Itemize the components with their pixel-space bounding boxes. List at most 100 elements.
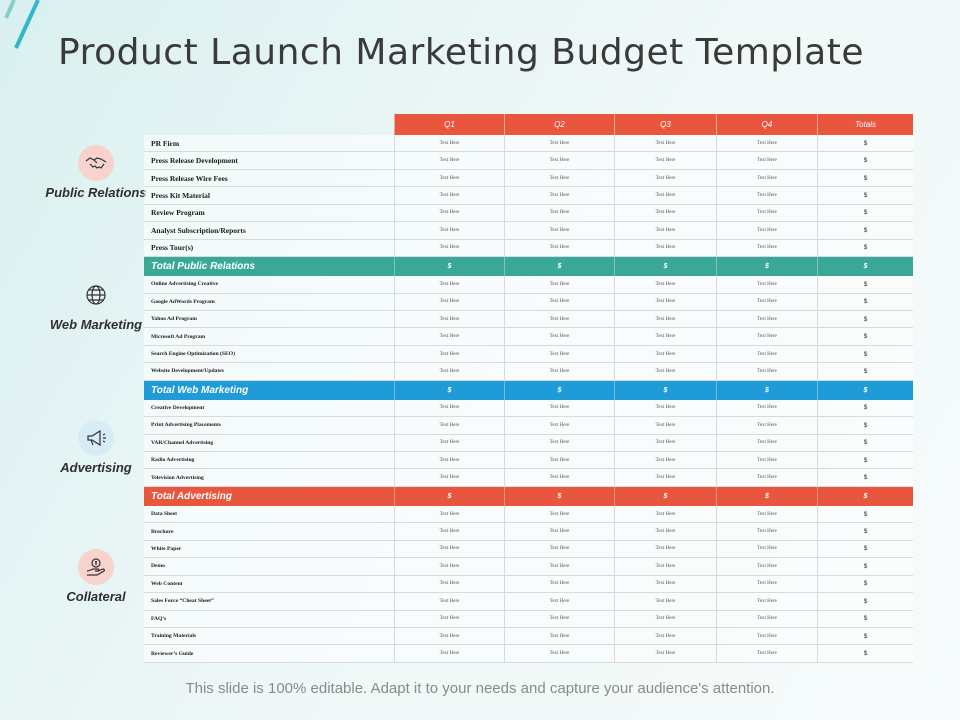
placeholder-cell: Text Here (614, 169, 716, 188)
total-row-value: $ (504, 380, 614, 400)
row-label: Review Program (144, 204, 394, 223)
row-label: Online Advertising Creative (144, 276, 394, 294)
placeholder-cell: Text Here (504, 610, 614, 628)
total-cell: $ (817, 328, 913, 346)
total-cell: $ (817, 363, 913, 381)
placeholder-cell: Text Here (394, 558, 504, 576)
total-row-label: Total Web Marketing (144, 380, 394, 400)
placeholder-cell: Text Here (394, 187, 504, 205)
placeholder-cell: Text Here (614, 610, 716, 628)
total-cell: $ (817, 452, 913, 470)
row-label: Press Release Development (144, 152, 394, 170)
placeholder-cell: Text Here (394, 152, 504, 170)
placeholder-cell: Text Here (716, 310, 817, 329)
placeholder-cell: Text Here (394, 293, 504, 311)
placeholder-cell: Text Here (614, 310, 716, 329)
section-name: Public Relations (45, 185, 147, 200)
placeholder-cell: Text Here (394, 345, 504, 364)
placeholder-cell: Text Here (614, 222, 716, 240)
total-cell: $ (817, 204, 913, 223)
total-cell: $ (817, 610, 913, 628)
placeholder-cell: Text Here (716, 204, 817, 223)
placeholder-cell: Text Here (614, 417, 716, 435)
placeholder-cell: Text Here (716, 152, 817, 170)
total-cell: $ (817, 276, 913, 294)
placeholder-cell: Text Here (716, 434, 817, 452)
placeholder-cell: Text Here (504, 204, 614, 223)
megaphone-icon (78, 420, 114, 456)
placeholder-cell: Text Here (716, 363, 817, 381)
row-label: Data Sheet (144, 505, 394, 524)
section-label-collateral: Collateral (40, 549, 152, 604)
placeholder-cell: Text Here (504, 293, 614, 311)
placeholder-cell: Text Here (716, 452, 817, 470)
placeholder-cell: Text Here (394, 135, 504, 153)
placeholder-cell: Text Here (504, 239, 614, 258)
placeholder-cell: Text Here (394, 575, 504, 594)
total-cell: $ (817, 152, 913, 170)
placeholder-cell: Text Here (394, 399, 504, 418)
placeholder-cell: Text Here (614, 523, 716, 541)
placeholder-cell: Text Here (504, 345, 614, 364)
total-row-value: $ (504, 257, 614, 277)
row-label: Yahoo Ad Program (144, 310, 394, 329)
total-cell: $ (817, 434, 913, 452)
total-row-label: Total Public Relations (144, 257, 394, 277)
placeholder-cell: Text Here (716, 627, 817, 646)
placeholder-cell: Text Here (504, 434, 614, 452)
placeholder-cell: Text Here (614, 575, 716, 594)
placeholder-cell: Text Here (394, 434, 504, 452)
row-label: VAR/Channel Advertising (144, 434, 394, 452)
row-label: Demo (144, 558, 394, 576)
placeholder-cell: Text Here (716, 222, 817, 240)
total-cell: $ (817, 169, 913, 188)
placeholder-cell: Text Here (394, 276, 504, 294)
globe-icon (78, 277, 114, 313)
placeholder-cell: Text Here (504, 222, 614, 240)
placeholder-cell: Text Here (504, 310, 614, 329)
page-title: Product Launch Marketing Budget Template (58, 32, 864, 73)
placeholder-cell: Text Here (716, 345, 817, 364)
placeholder-cell: Text Here (504, 469, 614, 487)
placeholder-cell: Text Here (716, 645, 817, 663)
total-cell: $ (817, 575, 913, 594)
total-row-value: $ (817, 257, 913, 277)
placeholder-cell: Text Here (614, 152, 716, 170)
section-name: Collateral (66, 589, 126, 604)
placeholder-cell: Text Here (716, 469, 817, 487)
placeholder-cell: Text Here (394, 310, 504, 329)
total-cell: $ (817, 558, 913, 576)
placeholder-cell: Text Here (716, 293, 817, 311)
placeholder-cell: Text Here (716, 558, 817, 576)
placeholder-cell: Text Here (716, 610, 817, 628)
placeholder-cell: Text Here (394, 363, 504, 381)
placeholder-cell: Text Here (716, 593, 817, 611)
placeholder-cell: Text Here (614, 627, 716, 646)
row-label: Press Release Wire Fees (144, 169, 394, 188)
placeholder-cell: Text Here (614, 469, 716, 487)
total-cell: $ (817, 417, 913, 435)
placeholder-cell: Text Here (394, 610, 504, 628)
section-label-public-relations: Public Relations (40, 145, 152, 200)
row-label: Television Advertising (144, 469, 394, 487)
placeholder-cell: Text Here (504, 575, 614, 594)
total-cell: $ (817, 627, 913, 646)
total-row-value: $ (716, 486, 817, 506)
placeholder-cell: Text Here (716, 399, 817, 418)
placeholder-cell: Text Here (394, 328, 504, 346)
total-cell: $ (817, 222, 913, 240)
placeholder-cell: Text Here (504, 558, 614, 576)
row-label: Sales Force “Cheat Sheet” (144, 593, 394, 611)
row-label: White Paper (144, 540, 394, 559)
row-label: Training Materials (144, 627, 394, 646)
placeholder-cell: Text Here (394, 222, 504, 240)
placeholder-cell: Text Here (716, 575, 817, 594)
column-header-q1: Q1 (394, 114, 504, 135)
column-header-q2: Q2 (504, 114, 614, 135)
column-header-totals: Totals (817, 114, 913, 135)
placeholder-cell: Text Here (614, 558, 716, 576)
section-label-advertising: Advertising (40, 420, 152, 475)
placeholder-cell: Text Here (716, 417, 817, 435)
placeholder-cell: Text Here (614, 328, 716, 346)
placeholder-cell: Text Here (394, 169, 504, 188)
